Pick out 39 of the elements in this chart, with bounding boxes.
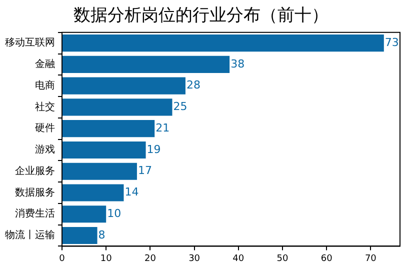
data-label: 73	[384, 36, 399, 49]
bar	[62, 184, 124, 202]
x-tick-label: 0	[59, 254, 66, 264]
data-label: 14	[124, 186, 139, 199]
bar	[62, 56, 230, 74]
data-label: 21	[156, 121, 170, 134]
y-tick-label: 移动互联网	[5, 36, 55, 49]
bar	[62, 206, 106, 223]
y-tick-label: 企业服务	[15, 164, 55, 177]
x-tick-label: 30	[188, 254, 200, 264]
x-tick-label: 20	[144, 254, 156, 264]
data-label: 19	[146, 142, 161, 156]
data-label: 28	[186, 78, 200, 92]
x-tick-label: 10	[100, 254, 112, 264]
bar	[62, 98, 172, 116]
bar	[62, 77, 186, 94]
bar	[62, 141, 146, 159]
data-label: 8	[98, 228, 106, 242]
data-label: 25	[173, 100, 188, 114]
y-tick-label: 物流丨运输	[5, 229, 55, 242]
x-tick-label: 70	[364, 254, 377, 264]
y-tick-label: 金融	[35, 58, 55, 70]
bar	[62, 162, 137, 180]
data-label: 10	[107, 206, 122, 220]
y-tick-label: 硬件	[35, 123, 55, 134]
y-tick-label: 游戏	[35, 144, 55, 156]
y-tick-label: 消费生活	[15, 208, 55, 220]
data-label: 17	[138, 164, 152, 178]
data-label: 38	[230, 57, 245, 70]
bar	[62, 226, 98, 244]
x-tick-label: 60	[320, 254, 333, 264]
bar	[62, 120, 155, 138]
x-tick-label: 50	[276, 254, 288, 264]
chart-title: 数据分析岗位的行业分布（前十）	[74, 6, 328, 26]
x-tick-label: 40	[232, 254, 244, 264]
y-tick-label: 社交	[35, 100, 55, 113]
y-tick-label: 电商	[35, 79, 55, 92]
bar	[62, 34, 384, 52]
y-tick-label: 数据服务	[15, 186, 55, 198]
